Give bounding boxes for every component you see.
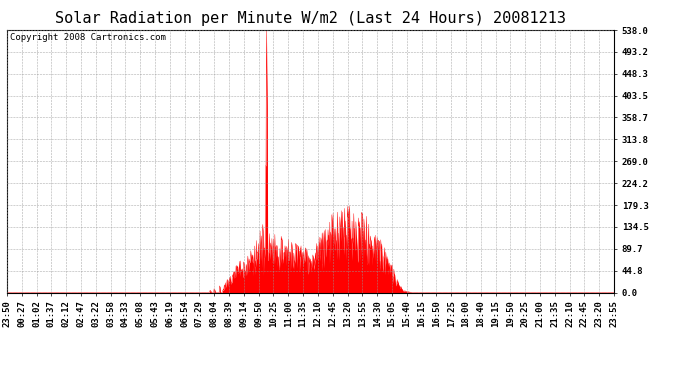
Text: Copyright 2008 Cartronics.com: Copyright 2008 Cartronics.com <box>10 33 166 42</box>
Text: Solar Radiation per Minute W/m2 (Last 24 Hours) 20081213: Solar Radiation per Minute W/m2 (Last 24… <box>55 11 566 26</box>
